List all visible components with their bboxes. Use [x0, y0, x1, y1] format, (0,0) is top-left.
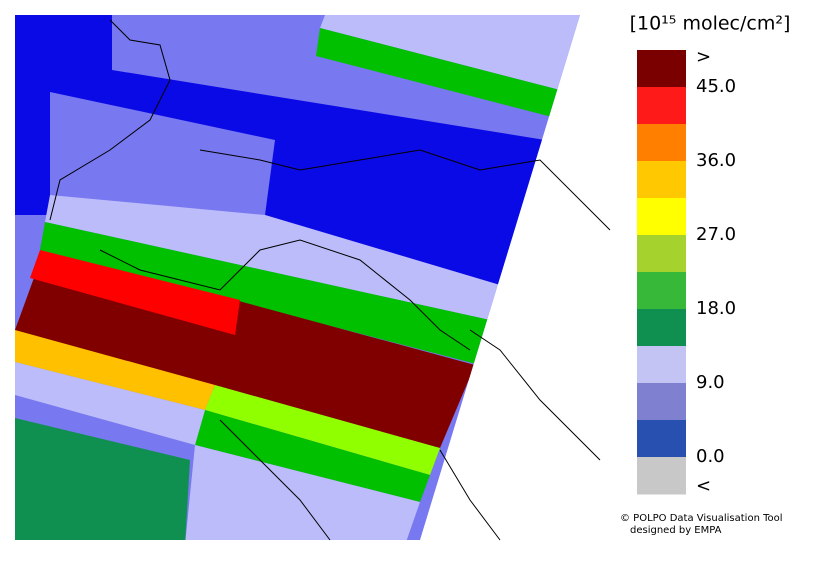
colorbar-swatch	[637, 272, 686, 310]
colorbar-swatch	[637, 87, 686, 125]
colorbar-label: 0.0	[696, 446, 725, 467]
colorbar-label: 36.0	[696, 150, 736, 171]
colorbar-label: >	[696, 46, 711, 67]
colorbar-swatch	[637, 198, 686, 236]
colorbar-swatch	[637, 309, 686, 347]
colorbar-label: 45.0	[696, 76, 736, 97]
colorbar-swatch	[637, 457, 686, 495]
colorbar-label: 18.0	[696, 298, 736, 319]
colorbar: >45.0 36.0 27.0 18.0 9.0 0.0 <	[637, 46, 736, 497]
credit-line: © POLPO Data Visualisation Tool	[620, 513, 783, 524]
colorbar-swatch	[637, 161, 686, 199]
colorbar-swatch	[637, 383, 686, 421]
colorbar-label: 9.0	[696, 372, 725, 393]
colorbar-label: <	[696, 476, 711, 497]
credit-line: designed by EMPA	[630, 525, 722, 536]
colorbar-swatch	[637, 346, 686, 384]
colorbar-title: [10¹⁵ molec/cm²]	[630, 13, 791, 35]
colorbar-swatch	[637, 420, 686, 458]
coastlines	[49, 19, 611, 541]
colorbar-swatch	[637, 235, 686, 273]
colorbar-label: 27.0	[696, 224, 736, 245]
colorbar-swatch	[637, 50, 686, 88]
colorbar-swatch	[637, 124, 686, 162]
satellite-swath	[15, 15, 580, 540]
